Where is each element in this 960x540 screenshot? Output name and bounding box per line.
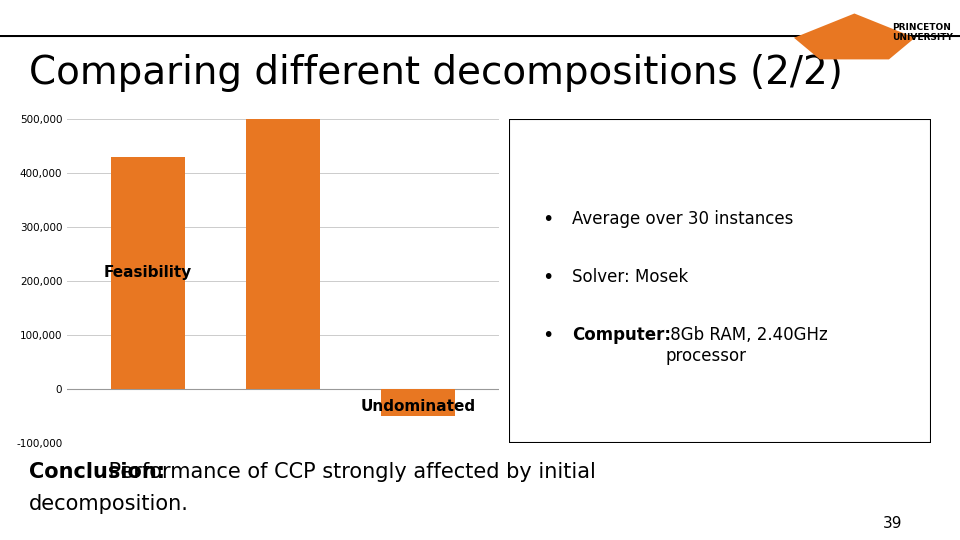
Text: Computer:: Computer: [572, 326, 671, 344]
Bar [111, 157, 185, 389]
Text: 39: 39 [883, 516, 902, 531]
Text: Performance of CCP strongly affected by initial: Performance of CCP strongly affected by … [103, 462, 596, 482]
Text: 8Gb RAM, 2.40GHz
processor: 8Gb RAM, 2.40GHz processor [665, 326, 828, 365]
Polygon shape [794, 14, 915, 59]
Text: Comparing different decompositions (2/2): Comparing different decompositions (2/2) [29, 54, 843, 92]
Text: •: • [542, 326, 554, 345]
Text: Undominated: Undominated [361, 399, 476, 414]
Text: Conclusion:: Conclusion: [29, 462, 165, 482]
Text: •: • [542, 210, 554, 228]
Bar [381, 389, 455, 416]
Text: Feasibility: Feasibility [104, 265, 192, 280]
Text: Average over 30 instances: Average over 30 instances [572, 210, 794, 227]
Text: •: • [542, 268, 554, 287]
Text: decomposition.: decomposition. [29, 494, 189, 514]
Text: Solver: Mosek: Solver: Mosek [572, 268, 688, 286]
Bar [246, 119, 321, 389]
FancyBboxPatch shape [509, 119, 931, 443]
Text: PRINCETON
UNIVERSITY: PRINCETON UNIVERSITY [893, 23, 953, 42]
